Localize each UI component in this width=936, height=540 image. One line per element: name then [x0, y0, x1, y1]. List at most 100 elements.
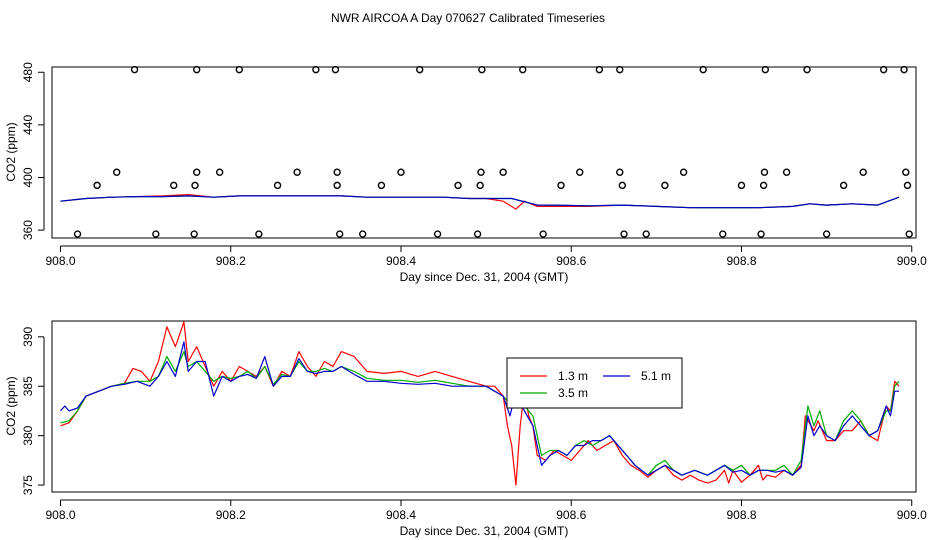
bottom-x-axis-label: Day since Dec. 31, 2004 (GMT) [400, 524, 569, 538]
calibration-point [757, 230, 765, 238]
top-y-axis: 360 400 440 480 [21, 62, 45, 240]
calibration-point [661, 181, 669, 190]
calibration-point [900, 65, 908, 74]
legend-label-5-1m: 5.1 m [641, 369, 671, 383]
calibration-point [616, 65, 624, 74]
bottom-y-tick-label: 380 [21, 425, 35, 445]
calibration-point [312, 65, 320, 74]
calibration-point [905, 230, 913, 238]
calibration-point [879, 65, 888, 74]
calibration-point [803, 65, 811, 74]
calibration-point [112, 168, 121, 176]
top-y-tick-label: 360 [21, 220, 35, 240]
calibration-point [642, 230, 650, 238]
calibration-point [719, 230, 727, 238]
calibration-point [477, 168, 485, 176]
top-x-axis-label: Day since Dec. 31, 2004 (GMT) [400, 270, 569, 284]
bottom-panel: 908.0 908.2 908.4 908.6 908.8 909.0 375 380 385… [4, 320, 927, 538]
top-x-tick-label: 909.0 [897, 254, 927, 268]
bottom-x-tick-label: 908.4 [386, 508, 416, 522]
top-series-group [60, 194, 900, 210]
calibration-point [130, 65, 139, 74]
top-series-line-3-5-m [60, 195, 900, 209]
calibration-point [839, 181, 848, 190]
bottom-x-tick-label: 909.0 [897, 508, 927, 522]
top-x-tick-label: 908.6 [556, 254, 586, 268]
calibration-point [235, 65, 243, 74]
calibration-point [93, 181, 101, 190]
calibration-point [152, 230, 160, 238]
calibration-point [190, 230, 198, 238]
calibration-point [903, 181, 912, 190]
bottom-y-tick-label: 390 [21, 326, 35, 346]
calibration-point [859, 168, 867, 176]
top-series-line-5-1-m [60, 195, 900, 209]
calibration-point [255, 230, 263, 238]
calibration-point [616, 168, 624, 176]
top-x-axis: 908.0 908.2 908.4 908.6 908.8 909.0 [45, 245, 927, 268]
top-y-axis-label: CO2 (ppm) [4, 122, 18, 181]
calibration-point [416, 65, 424, 74]
bottom-y-tick-label: 385 [21, 376, 35, 396]
calibration-point [170, 181, 178, 190]
calibration-point [620, 230, 628, 238]
top-x-tick-label: 908.4 [386, 254, 416, 268]
calibration-point [433, 230, 442, 238]
calibration-point [73, 230, 82, 238]
calibration-point [576, 168, 584, 176]
calibration-point [822, 230, 831, 238]
calibration-point [478, 65, 486, 74]
bottom-x-axis: 908.0 908.2 908.4 908.6 908.8 909.0 [45, 499, 927, 522]
top-panel: 908.0 908.2 908.4 908.6 908.8 909.0 360 400 440… [4, 62, 927, 284]
bottom-y-axis: 375 380 385 390 [21, 326, 45, 495]
bottom-series-group [60, 321, 900, 486]
bottom-y-axis-label: CO2 (ppm) [4, 376, 18, 435]
calibration-point [539, 230, 547, 238]
calibration-point [215, 168, 224, 176]
calibration-point [761, 65, 770, 74]
top-x-tick-label: 908.8 [726, 254, 756, 268]
calibration-point [476, 181, 484, 190]
bottom-series-line-1-3-m [60, 321, 900, 486]
calibration-point [331, 65, 340, 74]
legend-box [506, 357, 683, 409]
calibration-point [782, 168, 791, 176]
calibration-point [377, 181, 386, 190]
calibration-point [333, 168, 341, 176]
top-x-tick-label: 908.2 [216, 254, 246, 268]
top-y-tick-label: 440 [21, 115, 35, 135]
bottom-x-tick-label: 908.0 [45, 508, 75, 522]
calibration-point [557, 181, 565, 190]
calibration-point [358, 230, 367, 238]
calibration-point [699, 65, 707, 74]
bottom-plot-frame [51, 320, 917, 493]
calibration-point [679, 168, 688, 176]
calibration-point [193, 65, 201, 74]
top-y-tick-label: 400 [21, 167, 35, 187]
calibration-point [336, 230, 344, 238]
calibration-point [737, 181, 746, 190]
legend-label-1-3m: 1.3 m [558, 369, 588, 383]
bottom-series-line-3-5-m [60, 351, 900, 476]
calibration-point [902, 168, 910, 176]
calibration-point [499, 168, 507, 176]
bottom-series-line-5-1-m [60, 341, 899, 476]
calibration-point [759, 181, 768, 190]
calibration-point [191, 181, 199, 190]
top-calibration-points [73, 65, 913, 238]
calibration-point [473, 230, 482, 238]
calibration-point [519, 65, 527, 74]
bottom-y-tick-label: 375 [21, 475, 35, 495]
calibration-point [293, 168, 301, 176]
calibration-point [333, 181, 341, 190]
calibration-point [193, 168, 201, 176]
bottom-x-tick-label: 908.2 [216, 508, 246, 522]
top-plot-frame [51, 66, 917, 239]
top-x-tick-label: 908.0 [45, 254, 75, 268]
calibration-point [397, 168, 405, 176]
calibration-point [595, 65, 604, 74]
legend: 1.3 m 3.5 m 5.1 m [506, 357, 683, 409]
calibration-point [273, 181, 282, 190]
figure-title: NWR AIRCOA A Day 070627 Calibrated Times… [331, 11, 605, 25]
